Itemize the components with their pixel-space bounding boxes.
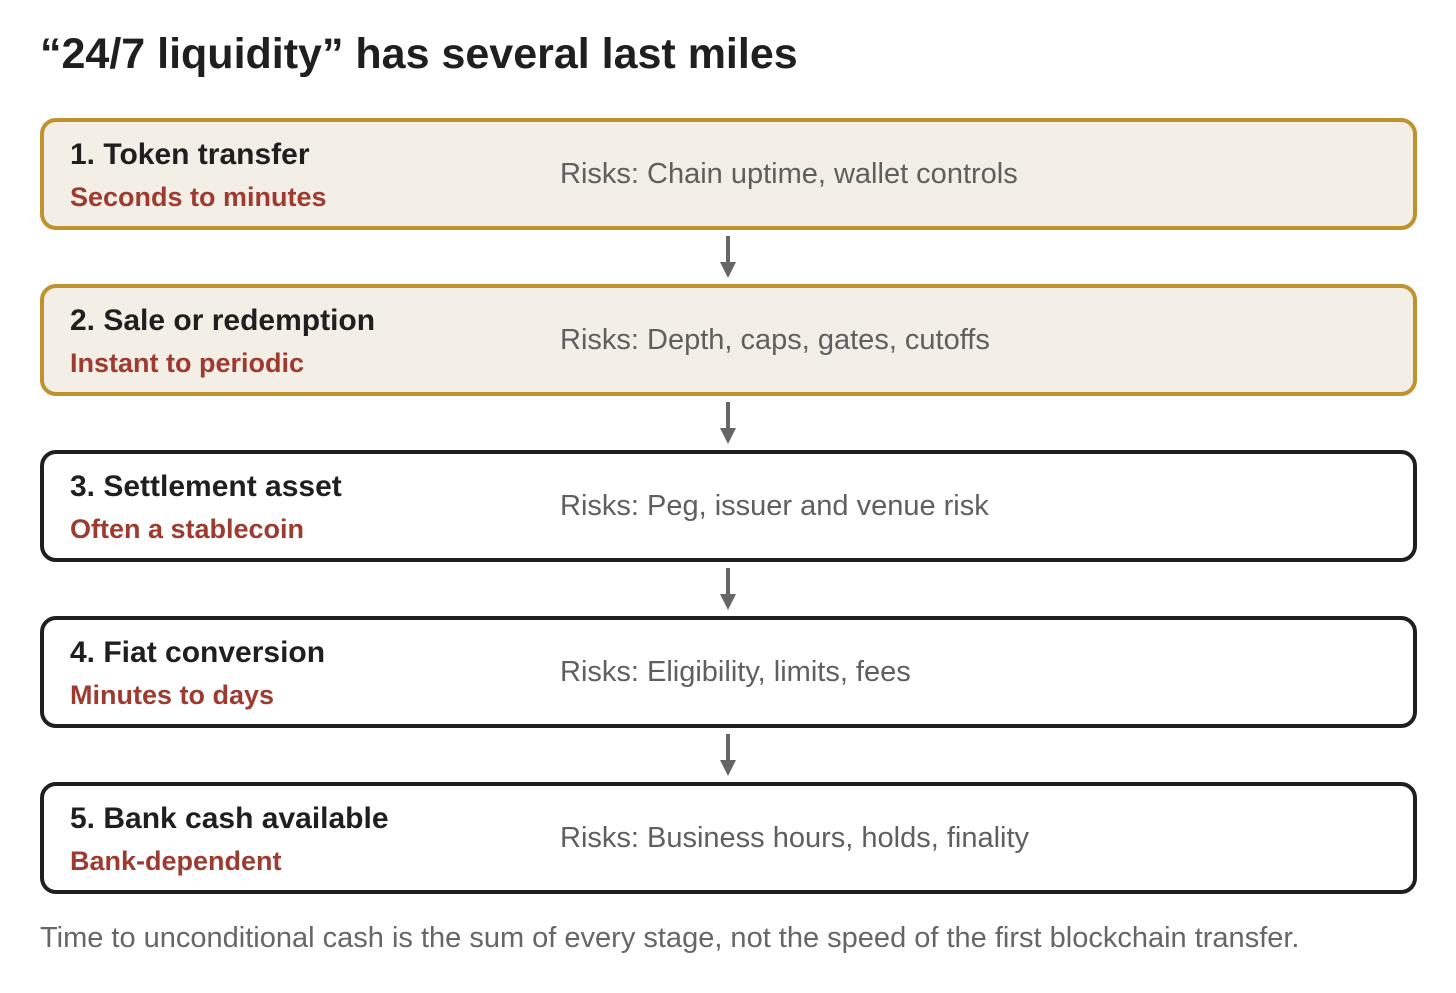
stage-timing: Often a stablecoin: [70, 514, 305, 544]
stage-risks: Risks: Eligibility, limits, fees: [560, 656, 911, 688]
footnote: Time to unconditional cash is the sum of…: [40, 922, 1300, 954]
stage-settlement-asset: 3. Settlement asset Often a stablecoin R…: [40, 450, 1417, 562]
stage-sale-or-redemption: 2. Sale or redemption Instant to periodi…: [40, 284, 1417, 396]
down-arrow-icon: [720, 734, 736, 776]
down-arrow-icon: [720, 236, 736, 278]
stage-name: 1. Token transfer: [70, 138, 310, 171]
down-arrow-icon: [720, 402, 736, 444]
down-arrow-icon: [720, 568, 736, 610]
stage-name: 4. Fiat conversion: [70, 636, 326, 669]
stage-name: 2. Sale or redemption: [70, 304, 376, 337]
diagram-title: “24/7 liquidity” has several last miles: [40, 30, 798, 78]
stage-timing: Bank-dependent: [70, 846, 282, 876]
stage-timing: Seconds to minutes: [70, 182, 327, 212]
stage-timing: Instant to periodic: [70, 348, 305, 378]
stage-risks: Risks: Peg, issuer and venue risk: [560, 490, 989, 522]
stage-name: 3. Settlement asset: [70, 470, 342, 503]
stage-bank-cash-available: 5. Bank cash available Bank-dependent Ri…: [40, 782, 1417, 894]
stage-risks: Risks: Business hours, holds, finality: [560, 822, 1030, 854]
stage-name: 5. Bank cash available: [70, 802, 389, 835]
stage-timing: Minutes to days: [70, 680, 275, 710]
stage-fiat-conversion: 4. Fiat conversion Minutes to days Risks…: [40, 616, 1417, 728]
stage-risks: Risks: Chain uptime, wallet controls: [560, 158, 1018, 190]
stage-token-transfer: 1. Token transfer Seconds to minutes Ris…: [40, 118, 1417, 230]
stage-risks: Risks: Depth, caps, gates, cutoffs: [560, 324, 990, 356]
